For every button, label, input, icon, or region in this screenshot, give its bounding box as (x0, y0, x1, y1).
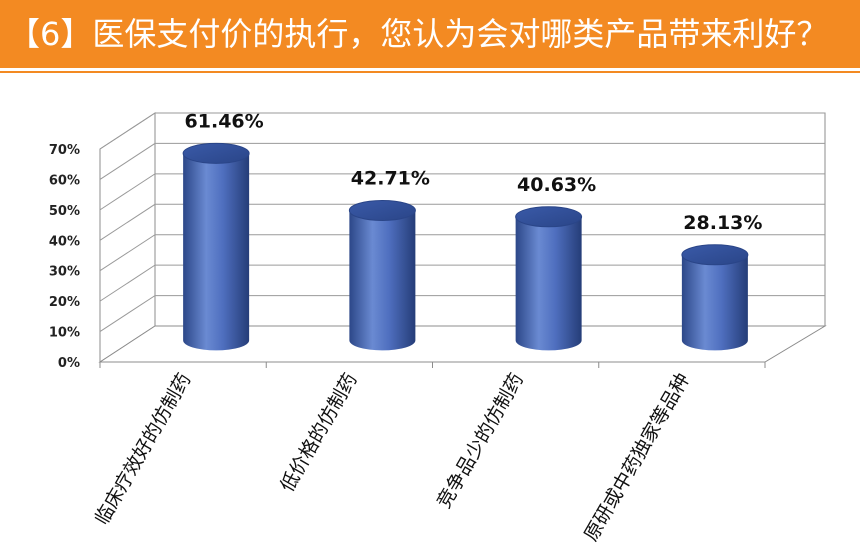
gridline (99, 203, 825, 241)
side-wall (99, 112, 156, 363)
gridline (99, 142, 825, 180)
x-tick-label: 临床疗效好的仿制药 (91, 370, 196, 529)
bar-top (681, 244, 749, 266)
y-tick-label: 70% (49, 143, 80, 158)
bar-top (348, 199, 416, 221)
y-tick-label: 50% (49, 204, 80, 219)
y-tick-label: 30% (49, 265, 80, 280)
gridline (99, 173, 825, 211)
bar-top (515, 206, 583, 228)
y-tick-label: 20% (49, 295, 80, 310)
title-banner: 【6】医保支付价的执行，您认为会对哪类产品带来利好？ (0, 0, 860, 68)
x-tick-label: 低价格的仿制药 (276, 370, 362, 496)
page-title: 【6】医保支付价的执行，您认为会对哪类产品带来利好？ (8, 15, 829, 53)
y-tick-label: 0% (58, 356, 80, 371)
plot-area: 0% 10% 20% 30% 40% 50% 60% 70% 61.46% 42.71% 40.63… (49, 110, 827, 546)
bar (515, 216, 582, 351)
data-label: 61.46% (185, 110, 264, 132)
bar-top (182, 142, 250, 164)
y-tick-label: 40% (49, 234, 80, 249)
floor (98, 325, 827, 363)
gridline (99, 112, 825, 150)
bar (349, 210, 416, 351)
y-tick-label: 60% (49, 173, 80, 188)
gridline (99, 264, 825, 302)
bar (183, 153, 250, 351)
data-label: 28.13% (683, 212, 762, 234)
bar (681, 254, 748, 351)
y-tick-label: 10% (49, 326, 80, 341)
x-tick-label: 原研或中药独家等品种 (580, 370, 694, 546)
data-label: 42.71% (351, 167, 430, 189)
gridline (99, 234, 825, 272)
x-tick-label: 竞争品少的仿制药 (433, 370, 528, 513)
data-label: 40.63% (517, 174, 596, 196)
gridline (99, 295, 825, 332)
title-divider (0, 71, 860, 73)
